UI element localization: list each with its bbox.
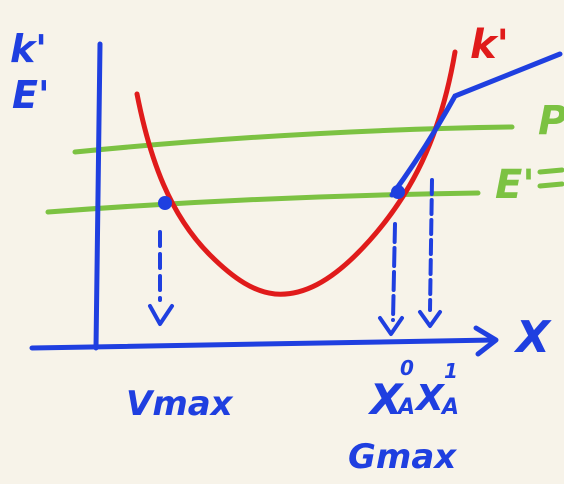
vmax-drop-arrowhead [148,304,174,326]
xa0-drop-line [391,222,397,322]
lower-green-line [45,190,481,215]
y-axis [93,41,103,351]
xa1-drop-line [428,178,434,312]
upper-green-line [72,124,515,155]
x-axis-label: X [513,312,552,363]
gmax-label: Gmax [348,437,457,477]
green-label: E' [495,162,535,208]
xa1-drop-arrowhead [418,310,442,328]
y-axis-label-top: k' [10,27,47,71]
intersection-point-right [391,185,405,199]
xa0-superscript: 0 [400,356,414,380]
curve-label: k' [470,22,509,68]
xa0-drop-arrowhead [378,316,404,336]
blue-overlay-line [389,51,563,198]
intersection-point-left [158,196,172,210]
xa0-subscript: A [396,395,415,420]
x-axis-arrowhead [473,325,499,357]
xa0-label: X [367,375,405,424]
vmax-label: Vmax [126,384,234,424]
xa1-label: X [414,378,446,419]
green-label-equals [537,167,564,189]
xa1-superscript: 1 [444,359,458,383]
xa1-subscript: A [440,395,459,420]
y-axis-label-bottom: E' [12,73,50,117]
green-label-top-partial: P [538,98,564,144]
x-axis [29,337,497,351]
